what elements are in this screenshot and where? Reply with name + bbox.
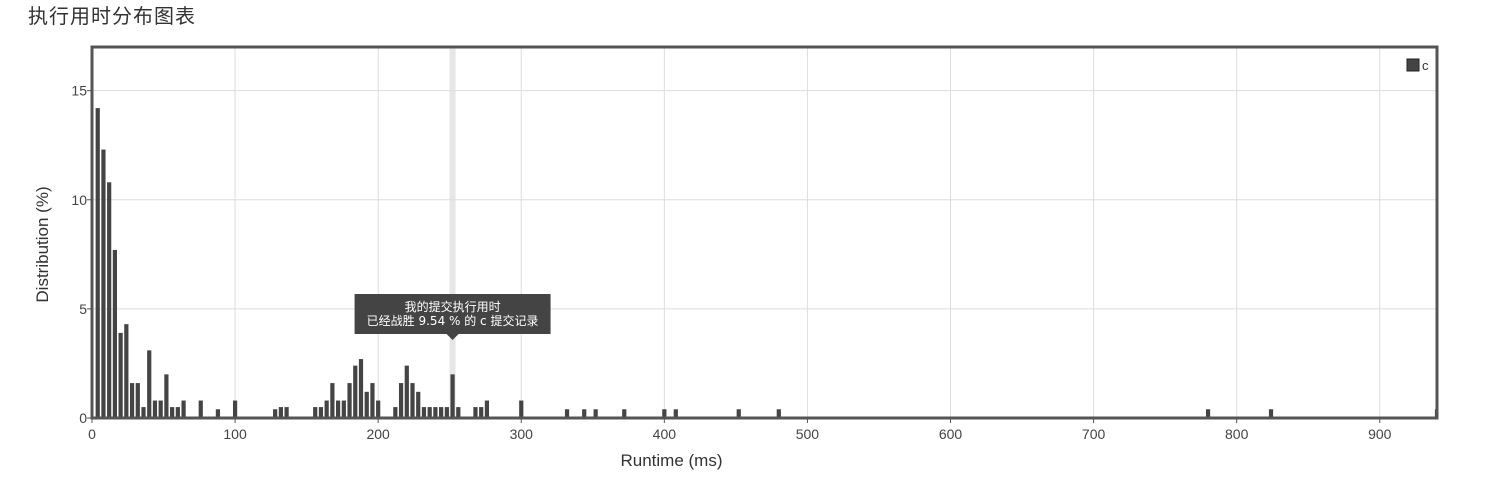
submission-tooltip: 我的提交执行用时 已经战胜 9.54 % 的 c 提交记录 <box>354 294 551 340</box>
bar[interactable] <box>364 391 369 418</box>
bar[interactable] <box>593 409 598 418</box>
bar[interactable] <box>318 407 324 418</box>
bar[interactable] <box>129 383 135 418</box>
y-tick-label: 10 <box>71 192 87 208</box>
bar[interactable] <box>444 407 449 418</box>
x-tick-label: 200 <box>366 426 390 442</box>
bar[interactable] <box>101 149 106 418</box>
x-tick-label: 0 <box>88 426 96 442</box>
bar[interactable] <box>284 407 289 418</box>
tooltip-line-1: 我的提交执行用时 <box>405 299 501 314</box>
bar[interactable] <box>330 383 335 418</box>
tooltip-arrow <box>446 334 459 340</box>
x-axis-label: Runtime (ms) <box>620 451 722 470</box>
x-tick-label: 400 <box>653 426 677 442</box>
bar[interactable] <box>1205 409 1211 418</box>
bar[interactable] <box>175 407 180 418</box>
legend[interactable]: c <box>1406 58 1429 73</box>
x-tick-label: 900 <box>1368 426 1392 442</box>
bar[interactable] <box>215 409 221 418</box>
tooltip-background <box>354 294 551 334</box>
bar[interactable] <box>450 374 455 418</box>
bar[interactable] <box>107 182 112 418</box>
bar[interactable] <box>118 332 123 418</box>
bar[interactable] <box>564 409 570 418</box>
bar[interactable] <box>313 407 318 418</box>
bar[interactable] <box>410 383 415 418</box>
legend-swatch <box>1406 58 1420 72</box>
x-tick-label: 600 <box>939 426 963 442</box>
x-tick-label: 700 <box>1082 426 1106 442</box>
bar[interactable] <box>158 400 163 418</box>
y-axis-label: Distribution (%) <box>33 186 52 302</box>
bar[interactable] <box>673 409 678 418</box>
bar[interactable] <box>439 407 444 418</box>
y-tick-label: 0 <box>79 410 87 426</box>
bar[interactable] <box>622 409 627 418</box>
bar[interactable] <box>278 407 283 418</box>
bar[interactable] <box>376 400 381 418</box>
bar[interactable] <box>519 400 524 418</box>
bar[interactable] <box>479 407 484 418</box>
bar[interactable] <box>421 407 427 418</box>
bar[interactable] <box>152 400 158 418</box>
bar[interactable] <box>776 409 781 418</box>
bar[interactable] <box>135 383 140 418</box>
bar[interactable] <box>112 249 117 418</box>
legend-label: c <box>1422 58 1429 73</box>
my-runtime-highlight <box>449 47 456 418</box>
bar[interactable] <box>736 409 741 418</box>
bar[interactable] <box>124 324 129 418</box>
bar[interactable] <box>484 400 490 418</box>
bar[interactable] <box>347 383 352 418</box>
bar[interactable] <box>170 407 175 418</box>
bar[interactable] <box>273 409 278 418</box>
x-tick-label: 800 <box>1225 426 1249 442</box>
y-tick-label: 15 <box>71 83 87 99</box>
x-tick-label: 100 <box>223 426 247 442</box>
bar[interactable] <box>198 400 203 418</box>
bar[interactable] <box>662 409 667 418</box>
bar[interactable] <box>353 365 358 418</box>
bar[interactable] <box>141 407 146 418</box>
bar[interactable] <box>1434 409 1436 418</box>
bar[interactable] <box>181 400 186 418</box>
bar[interactable] <box>147 350 152 418</box>
bar[interactable] <box>164 374 169 418</box>
bar[interactable] <box>324 400 329 418</box>
bar[interactable] <box>433 407 438 418</box>
bar[interactable] <box>95 108 100 418</box>
bar[interactable] <box>341 400 346 418</box>
bar[interactable] <box>473 407 478 418</box>
bar[interactable] <box>398 383 404 418</box>
x-tick-label: 300 <box>510 426 534 442</box>
bar[interactable] <box>1268 409 1274 418</box>
bar[interactable] <box>370 383 375 418</box>
plot-frame <box>90 45 1439 420</box>
tooltip-line-2: 已经战胜 9.54 % 的 c 提交记录 <box>367 313 539 328</box>
bar[interactable] <box>393 407 398 418</box>
bar[interactable] <box>232 400 238 418</box>
bar[interactable] <box>427 407 432 418</box>
bar[interactable] <box>456 407 461 418</box>
bar[interactable] <box>358 359 364 418</box>
x-tick-label: 500 <box>796 426 820 442</box>
bar[interactable] <box>416 391 421 418</box>
page-title: 执行用时分布图表 <box>28 4 196 28</box>
bar[interactable] <box>582 409 587 418</box>
y-tick-label: 5 <box>79 301 87 317</box>
bar[interactable] <box>404 365 409 418</box>
bar[interactable] <box>336 400 341 418</box>
